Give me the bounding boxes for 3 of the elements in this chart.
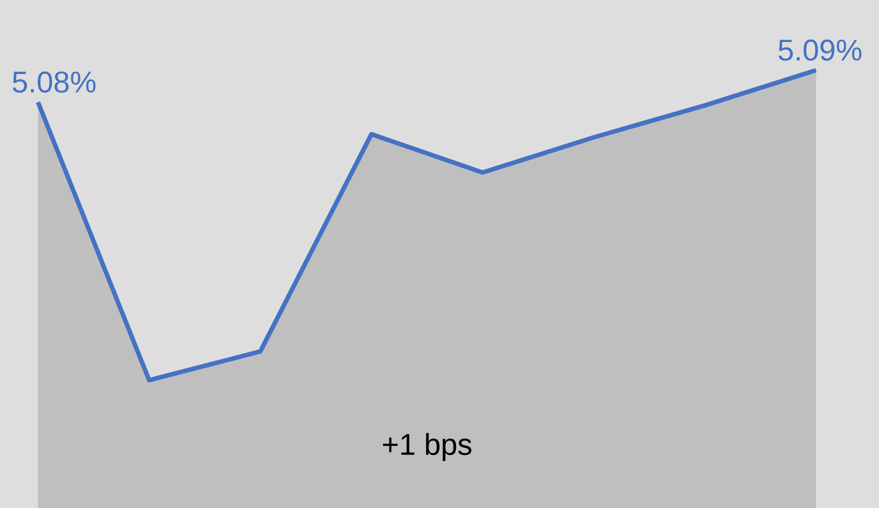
data-label: 5.08% [12, 71, 96, 93]
annotation: +1 bps [383, 433, 472, 462]
data-label: 5.09% [778, 40, 862, 61]
